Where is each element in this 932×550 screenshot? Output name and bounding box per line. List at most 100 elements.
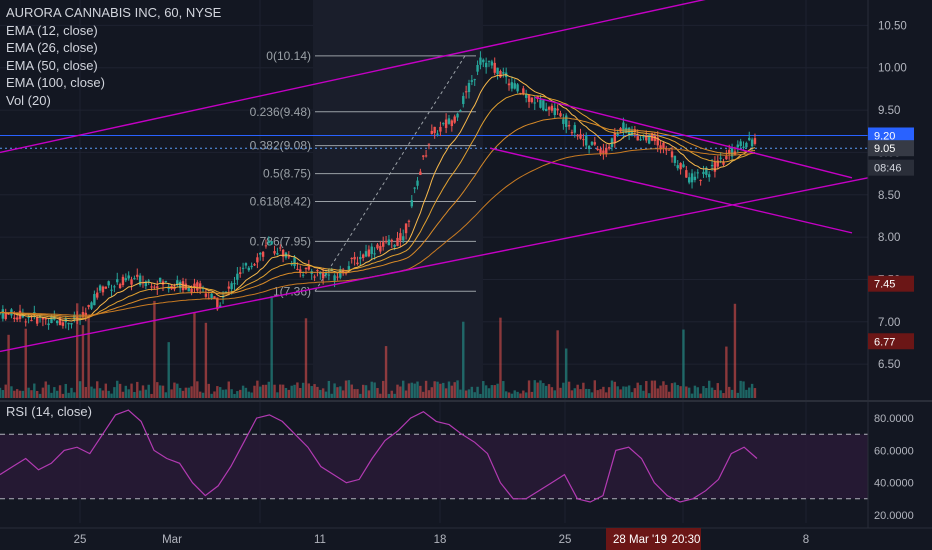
time-tick-label: 8 <box>803 534 809 546</box>
candle-body <box>293 257 296 266</box>
volume-bar <box>713 389 717 398</box>
volume-bar <box>399 386 402 398</box>
rsi-pane <box>0 400 932 503</box>
candle-body <box>198 283 202 289</box>
candle-body <box>50 315 53 324</box>
volume-bar <box>84 386 87 398</box>
candle-body <box>178 281 182 289</box>
candle-body <box>590 141 594 145</box>
candle-body <box>579 134 582 139</box>
candle-body <box>413 187 416 189</box>
volume-bar <box>673 382 677 398</box>
volume-bar <box>264 384 268 398</box>
candle-body <box>702 171 705 175</box>
volume-bar <box>218 387 222 398</box>
volume-bar <box>459 389 462 398</box>
indicator-volume[interactable]: Vol (20) <box>6 92 51 108</box>
candle-body <box>493 62 496 73</box>
volume-bar <box>204 322 208 398</box>
candle-body <box>559 113 562 117</box>
candle-body <box>439 126 442 132</box>
volume-bar <box>590 392 594 398</box>
candle-body <box>116 279 119 283</box>
channel-upper-line <box>0 0 706 154</box>
volume-bar <box>184 387 188 398</box>
candle-body <box>659 145 662 150</box>
volume-bar <box>570 390 574 398</box>
volume-bar <box>607 387 611 398</box>
volume-bar <box>244 387 248 398</box>
candle-body <box>593 142 597 145</box>
trend-channels <box>0 0 869 353</box>
rsi-label[interactable]: RSI (14, close) <box>6 404 92 419</box>
candle-body <box>722 161 725 165</box>
candle-body <box>81 312 85 317</box>
volume-bar <box>21 390 25 398</box>
candle-body <box>750 139 754 147</box>
candle-body <box>187 287 190 292</box>
volume-bar <box>173 382 176 398</box>
candle-body <box>607 146 611 149</box>
rsi-tick-label: 20.0000 <box>874 510 914 522</box>
candle-body <box>55 320 59 324</box>
volume-bar <box>144 389 148 398</box>
volume-bar <box>553 390 556 398</box>
volume-bar <box>702 386 705 398</box>
volume-bar <box>341 390 345 398</box>
candle-body <box>227 286 230 289</box>
volume-bar <box>630 392 634 398</box>
volume-bar <box>596 390 599 398</box>
candle-body <box>150 286 153 288</box>
volume-bar <box>379 393 382 398</box>
indicator-ema26[interactable]: EMA (26, close) <box>6 40 98 55</box>
volume-bar <box>376 388 379 398</box>
volume-bar <box>676 385 679 398</box>
fib-label: 0.618(8.42) <box>250 195 311 209</box>
volume-bar <box>453 382 456 398</box>
candle-body <box>670 151 674 158</box>
candle-body <box>456 113 459 118</box>
volume-bar <box>250 392 253 398</box>
candle-body <box>259 252 262 255</box>
candle-body <box>218 305 222 308</box>
candle-body <box>676 165 679 169</box>
volume-bar <box>170 389 173 398</box>
volume-bar <box>193 312 196 398</box>
current-price-badge: 9.20 <box>874 130 895 142</box>
volume-bar <box>599 389 602 398</box>
volume-bar <box>96 381 99 398</box>
volume-bar <box>53 387 56 398</box>
price-tick-label: 7.00 <box>878 317 900 329</box>
candle-body <box>399 233 402 241</box>
volume-bar <box>427 390 431 398</box>
candle-body <box>379 245 382 252</box>
volume-bar <box>339 386 342 398</box>
candle-body <box>673 155 677 163</box>
indicator-ema12[interactable]: EMA (12, close) <box>6 22 98 38</box>
candle-body <box>24 321 27 323</box>
volume-bar <box>110 393 113 398</box>
volume-bar <box>585 388 588 398</box>
candle-body <box>67 323 70 325</box>
candle-body <box>636 136 639 141</box>
candle-body <box>567 125 571 127</box>
volume-bar <box>527 380 531 398</box>
wedge-lower-line <box>489 147 853 234</box>
volume-bar <box>407 383 411 398</box>
volume-bar <box>473 392 476 398</box>
volume-bar <box>593 380 597 398</box>
indicator-ema100[interactable]: EMA (100, close) <box>6 75 105 90</box>
volume-bar <box>579 389 582 398</box>
candle-body <box>304 267 308 270</box>
price-tick-label: 8.50 <box>878 190 900 202</box>
time-tick-label: 18 <box>434 534 447 546</box>
volume-bar <box>367 390 371 398</box>
volume-bar <box>296 382 299 398</box>
indicator-ema50[interactable]: EMA (50, close) <box>6 57 98 73</box>
rsi-tick-label: 40.0000 <box>874 478 914 490</box>
candle-body <box>396 237 399 246</box>
volume-bar <box>559 387 562 398</box>
candle-body <box>596 148 599 151</box>
volume-bar <box>287 389 291 398</box>
